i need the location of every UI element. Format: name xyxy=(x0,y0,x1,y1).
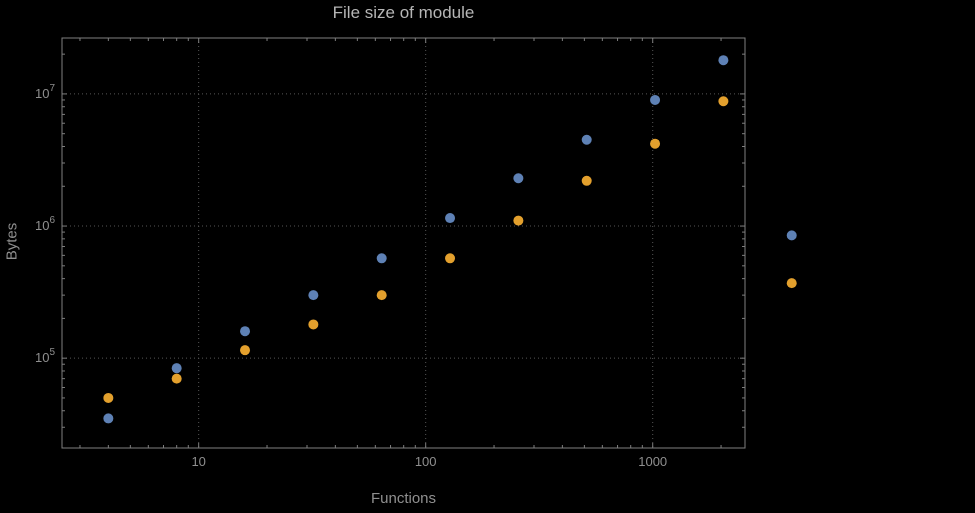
scatter-point-orange xyxy=(445,253,456,264)
scatter-point-orange xyxy=(376,290,387,301)
y-axis-label: Bytes xyxy=(3,222,21,261)
scatter-point-blue xyxy=(240,326,251,337)
scatter-point-blue xyxy=(103,413,114,424)
scatter-point-orange xyxy=(581,175,592,186)
x-tick-label: 100 xyxy=(415,454,437,469)
y-tick-label: 105 xyxy=(35,347,55,365)
scatter-point-orange xyxy=(308,319,319,330)
scatter-point-blue xyxy=(581,134,592,145)
scatter-point-orange xyxy=(718,96,729,107)
scatter-point-blue xyxy=(650,94,661,105)
scatter-point-orange xyxy=(650,138,661,149)
plot-frame xyxy=(61,37,746,449)
scatter-point-orange xyxy=(103,392,114,403)
scatter-point-blue xyxy=(308,290,319,301)
scatter-point-blue xyxy=(171,363,182,374)
scatter-point-blue xyxy=(445,213,456,224)
x-axis-label: Functions xyxy=(370,490,437,507)
x-tick-label: 10 xyxy=(191,454,205,469)
scatter-point-blue xyxy=(376,253,387,264)
scatter-point-orange xyxy=(786,278,797,289)
scatter-point-blue xyxy=(718,55,729,66)
x-tick-label: 1000 xyxy=(638,454,667,469)
scatter-point-orange xyxy=(513,215,524,226)
scatter-point-blue xyxy=(513,173,524,184)
scatter-point-orange xyxy=(171,373,182,384)
chart-title: File size of module xyxy=(332,3,475,22)
y-tick-label: 106 xyxy=(35,215,55,233)
y-tick-label: 107 xyxy=(35,83,55,101)
scatter-point-blue xyxy=(786,230,797,241)
scatter-point-orange xyxy=(240,345,251,356)
